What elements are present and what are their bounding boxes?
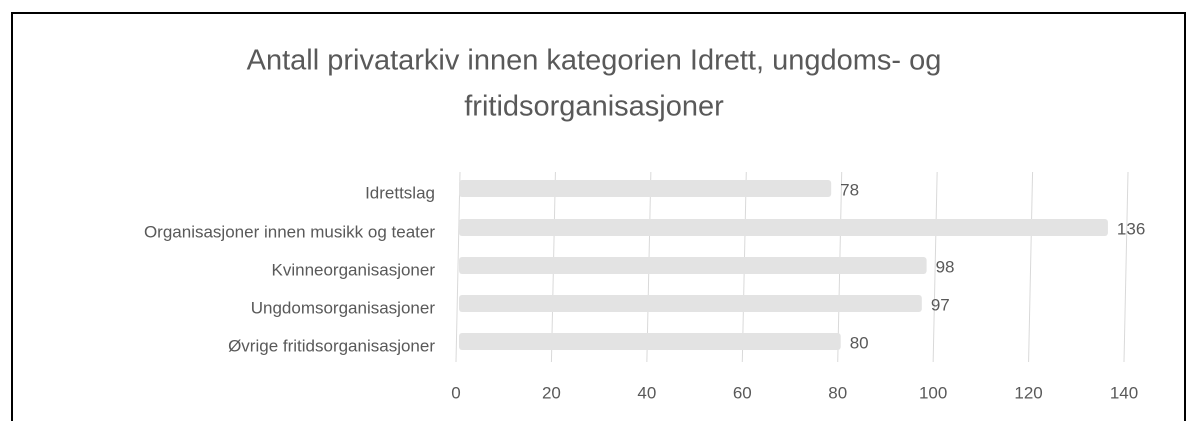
- bar: [459, 257, 927, 274]
- chart-title-line: Antall privatarkiv innen kategorien Idre…: [247, 45, 942, 77]
- bar: [459, 295, 922, 312]
- bar: [459, 219, 1108, 236]
- grid-line: [1028, 171, 1034, 363]
- chart-title-line: fritidsorganisasjoner: [464, 91, 724, 123]
- y-tick-label: Øvrige fritidsorganisasjoner: [228, 336, 435, 355]
- x-tick-label: 120: [1014, 383, 1042, 402]
- x-tick-label: 140: [1110, 383, 1138, 402]
- grid-line: [932, 171, 938, 363]
- y-tick-label: Idrettslag: [365, 183, 435, 202]
- bar: [459, 180, 832, 197]
- y-tick-label: Organisasjoner innen musikk og teater: [144, 222, 435, 241]
- x-tick-label: 0: [451, 383, 460, 402]
- bar: [459, 333, 841, 350]
- data-label: 136: [1117, 219, 1145, 238]
- x-tick-label: 100: [919, 383, 947, 402]
- data-label: 78: [840, 180, 859, 199]
- grid-line: [1123, 171, 1129, 363]
- data-label: 80: [850, 333, 869, 352]
- data-label: 98: [936, 257, 955, 276]
- data-label: 97: [931, 295, 950, 314]
- x-tick-label: 60: [733, 383, 752, 402]
- grid-line: [455, 171, 461, 363]
- x-tick-label: 80: [828, 383, 847, 402]
- y-tick-label: Ungdomsorganisasjoner: [251, 298, 436, 317]
- x-tick-label: 40: [637, 383, 656, 402]
- x-tick-label: 20: [542, 383, 561, 402]
- y-tick-label: Kvinneorganisasjoner: [272, 260, 436, 279]
- chart-border: [11, 12, 1186, 421]
